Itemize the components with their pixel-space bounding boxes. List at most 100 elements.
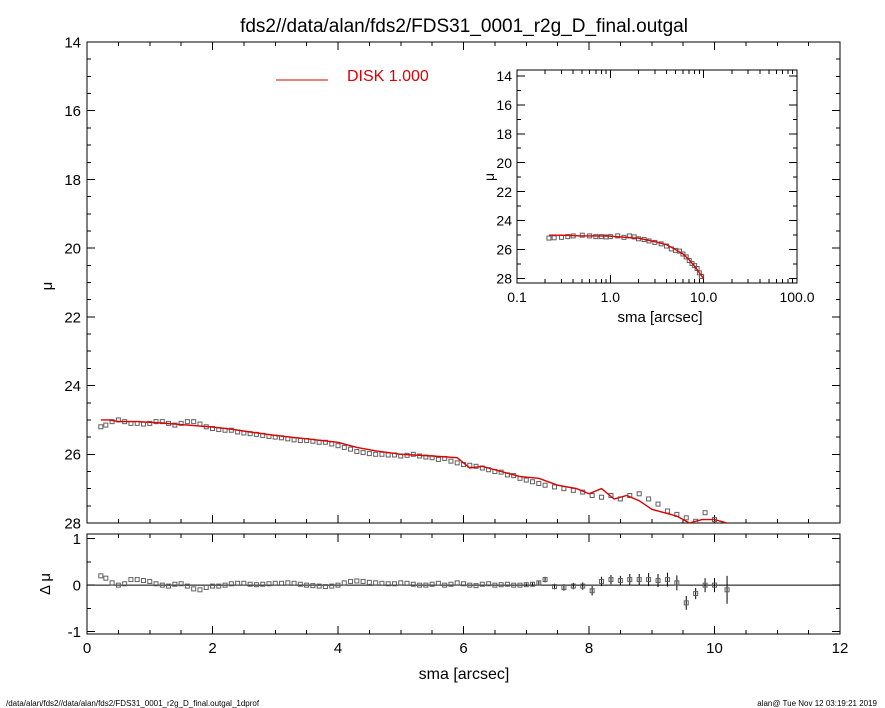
residual-point bbox=[561, 584, 567, 590]
residual-point bbox=[627, 577, 633, 583]
data-point bbox=[664, 508, 670, 514]
residual-x-tick-label: 0 bbox=[83, 640, 91, 657]
data-point bbox=[683, 515, 689, 521]
residual-point bbox=[335, 582, 341, 588]
residual-point bbox=[103, 575, 109, 581]
residual-point bbox=[712, 582, 717, 588]
residual-y-tick-label: 0 bbox=[73, 578, 81, 595]
inset-y-axis-label: μ bbox=[481, 173, 497, 181]
main-plot-panel: 14 16 18 20 22 24 26 28 bbox=[64, 34, 841, 532]
inset-data-point bbox=[683, 254, 689, 260]
residual-point bbox=[260, 581, 266, 587]
residual-point bbox=[235, 580, 241, 586]
residual-point bbox=[530, 581, 536, 587]
residual-point bbox=[153, 581, 159, 587]
residual-x-tick-label: 10 bbox=[706, 640, 723, 657]
residual-point bbox=[724, 587, 730, 593]
inset-data-point bbox=[565, 234, 571, 240]
residual-point bbox=[504, 581, 510, 587]
footer-file-path: /data/alan/fds2//data/alan/fds2/FDS31_00… bbox=[6, 699, 260, 708]
residual-point bbox=[159, 582, 165, 588]
residual-point bbox=[184, 583, 190, 589]
data-point bbox=[551, 484, 557, 490]
residual-point bbox=[589, 588, 595, 594]
residual-point bbox=[385, 581, 391, 587]
data-point bbox=[655, 501, 661, 507]
data-point bbox=[98, 424, 104, 430]
residual-point bbox=[172, 581, 178, 587]
main-y-tick-label: 16 bbox=[64, 103, 81, 120]
data-point bbox=[291, 437, 297, 443]
data-point bbox=[109, 419, 115, 425]
residual-point bbox=[322, 584, 328, 590]
residual-point bbox=[473, 583, 479, 589]
residual-point bbox=[316, 583, 322, 589]
residual-point bbox=[147, 578, 153, 584]
main-y-tick-label: 28 bbox=[64, 515, 81, 532]
residual-point bbox=[702, 582, 708, 588]
residual-point bbox=[435, 580, 441, 586]
residual-point bbox=[98, 573, 104, 579]
data-point bbox=[542, 482, 548, 488]
residual-point bbox=[429, 581, 435, 587]
inset-plot-panel: 0.1 1.0 10.0 100.0 14 16 18 20 22 24 26 28 bbox=[496, 68, 814, 305]
residual-point bbox=[492, 582, 498, 588]
data-point bbox=[341, 444, 347, 450]
data-point bbox=[523, 477, 529, 483]
main-y-tick-label: 18 bbox=[64, 172, 81, 189]
residual-point bbox=[241, 580, 247, 586]
residual-point bbox=[570, 583, 576, 589]
residual-point bbox=[360, 578, 366, 584]
residual-y-tick-label: -1 bbox=[68, 624, 81, 641]
residual-point bbox=[542, 577, 548, 583]
data-point bbox=[335, 443, 341, 449]
inset-x-tick-label: 0.1 bbox=[507, 289, 527, 305]
residual-point bbox=[222, 582, 228, 588]
residual-point bbox=[442, 582, 448, 588]
residual-x-axis-label: sma [arcsec] bbox=[419, 666, 510, 683]
residual-point bbox=[580, 583, 586, 589]
data-point bbox=[172, 422, 178, 428]
inset-data-point bbox=[546, 235, 552, 241]
data-point bbox=[536, 480, 542, 486]
residual-point bbox=[636, 577, 642, 583]
data-point bbox=[354, 449, 360, 455]
inset-y-tick-label: 14 bbox=[496, 68, 512, 84]
inset-data-point bbox=[593, 234, 599, 240]
residual-point bbox=[373, 580, 379, 586]
inset-data-point bbox=[680, 251, 686, 257]
inset-x-tick-label: 100.0 bbox=[779, 289, 814, 305]
residual-point bbox=[197, 587, 203, 593]
inset-x-axis-label: sma [arcsec] bbox=[617, 309, 702, 326]
inset-x-tick-label: 10.0 bbox=[690, 289, 717, 305]
residual-point bbox=[304, 582, 310, 588]
residual-point bbox=[341, 580, 347, 586]
residual-point bbox=[511, 582, 517, 588]
residual-point bbox=[266, 581, 272, 587]
residual-point bbox=[523, 582, 529, 588]
inset-y-tick-label: 18 bbox=[496, 126, 512, 142]
residual-point bbox=[398, 580, 404, 586]
model-line-disk bbox=[100, 419, 728, 523]
residual-point bbox=[467, 582, 473, 588]
main-y-tick-label: 26 bbox=[64, 447, 81, 464]
residual-point bbox=[216, 583, 222, 589]
data-point bbox=[228, 427, 234, 433]
inset-frame bbox=[516, 69, 798, 284]
data-point bbox=[530, 479, 536, 485]
residual-point bbox=[608, 577, 614, 583]
residual-point bbox=[693, 591, 699, 597]
residual-point bbox=[140, 578, 146, 584]
residual-point bbox=[536, 580, 542, 586]
data-point bbox=[297, 438, 303, 444]
inset-data-point bbox=[699, 273, 705, 279]
residual-point bbox=[247, 581, 253, 587]
inset-y-tick-label: 22 bbox=[496, 184, 512, 200]
data-point bbox=[178, 420, 184, 426]
residual-x-tick-label: 4 bbox=[334, 640, 342, 657]
residual-y-tick-label: 1 bbox=[73, 531, 81, 548]
residual-point bbox=[664, 577, 670, 583]
residual-point bbox=[379, 580, 385, 586]
inset-y-tick-label: 28 bbox=[496, 271, 512, 287]
data-point bbox=[147, 420, 153, 426]
